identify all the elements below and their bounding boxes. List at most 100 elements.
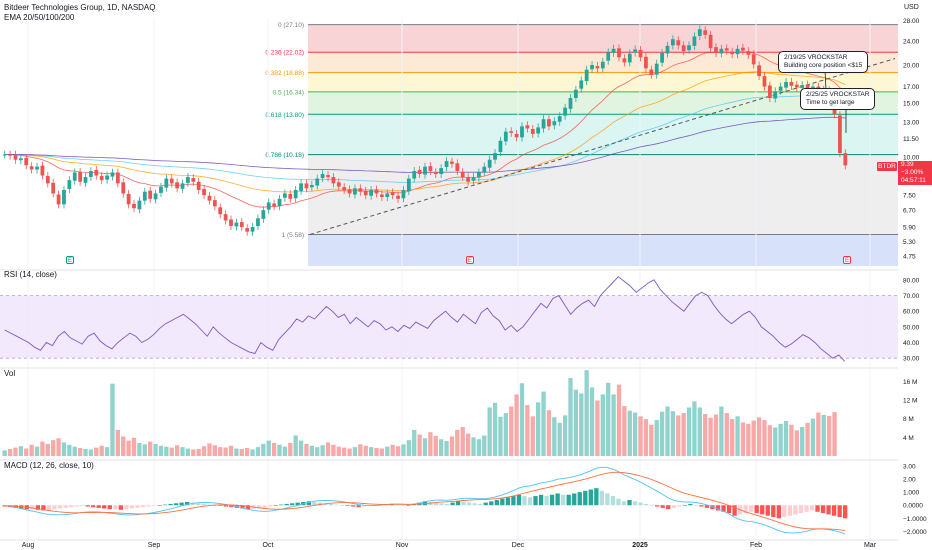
volume-bar (670, 411, 676, 456)
candle (606, 52, 611, 61)
macd-pane: 3.00 2.00 1.000 0.0000 −1.0000 −2.0000 (2, 463, 927, 536)
macd-histogram-bar (461, 501, 466, 506)
macd-histogram-bar (688, 503, 693, 506)
volume-bar (455, 429, 460, 456)
macd-histogram-bar (439, 503, 444, 506)
volume-bar (239, 449, 244, 456)
volume-bar (665, 406, 670, 456)
candle (784, 81, 788, 88)
price-tick-label: 4.75 (903, 253, 916, 260)
macd-histogram-bar (113, 505, 118, 510)
candle (773, 91, 778, 99)
macd-histogram-bar (74, 505, 79, 507)
earnings-marker[interactable]: E (466, 256, 474, 264)
candle (687, 45, 691, 51)
candle (2, 154, 7, 156)
candle (487, 159, 492, 168)
time-axis: Aug Sep Oct Nov Dec 2025 Feb Mar (22, 542, 877, 549)
volume-bar (115, 429, 121, 456)
volume-bar (358, 444, 363, 456)
macd-line (4, 466, 846, 535)
candle (838, 115, 842, 154)
macd-histogram-bar (843, 505, 848, 519)
fib-band (308, 91, 898, 115)
volume-bar (56, 438, 61, 456)
price-tick-label: 28.00 (903, 18, 920, 25)
candle (218, 207, 223, 215)
earnings-marker[interactable]: E (843, 256, 851, 264)
volume-bar (61, 442, 67, 456)
candle (767, 85, 772, 98)
candle (568, 97, 573, 109)
macd-histogram-bar (267, 505, 273, 507)
annotation-1-line1: 2/19/25 VROCKSTAR (784, 54, 848, 61)
macd-histogram-bar (356, 505, 361, 508)
candle (175, 182, 180, 189)
candle (304, 183, 309, 189)
macd-histogram-bar (140, 505, 146, 508)
fib-band (308, 154, 898, 235)
candle (202, 188, 206, 196)
candle (256, 218, 260, 227)
volume-bar (552, 417, 557, 456)
volume-bar (309, 445, 314, 456)
volume-bar (352, 447, 358, 456)
candle (514, 133, 519, 138)
volume-bar (174, 445, 180, 456)
candle (288, 193, 293, 199)
fib-band (308, 24, 898, 53)
candle (234, 222, 239, 227)
candle (132, 203, 136, 209)
volume-bar (137, 442, 142, 456)
candle (401, 190, 406, 199)
candle (476, 172, 481, 178)
volume-bar (379, 448, 385, 456)
macd-histogram-bar (52, 505, 57, 510)
volume-bar (713, 414, 719, 456)
macd-histogram-bar (704, 505, 710, 508)
candle (417, 169, 422, 174)
volume-bar (201, 446, 207, 456)
candle (633, 49, 638, 53)
volume-bar (735, 416, 740, 456)
volume-bar (659, 411, 665, 456)
volume-bar (255, 447, 261, 456)
volume-bar (94, 447, 99, 456)
macd-histogram-bar (312, 501, 317, 506)
volume-bar (347, 448, 352, 456)
macd-histogram-bar (660, 505, 665, 508)
macd-histogram-bar (599, 490, 605, 506)
volume-bar (503, 413, 508, 456)
macd-histogram-bar (826, 505, 831, 515)
candle (137, 200, 142, 210)
volume-bar (595, 400, 600, 456)
candle (142, 191, 147, 201)
earnings-marker[interactable]: E (66, 256, 74, 264)
volume-bar (433, 435, 438, 456)
candle (741, 47, 745, 51)
volume-bar (773, 427, 778, 456)
volume-bar (756, 417, 762, 456)
macd-histogram-bar (295, 502, 300, 506)
volume-bar (331, 444, 336, 456)
macd-histogram-bar (218, 505, 223, 506)
volume-bar (131, 437, 137, 456)
volume-bar (783, 421, 789, 456)
volume-bar (616, 384, 622, 456)
candle (541, 119, 546, 129)
macd-histogram-bar (361, 505, 367, 507)
macd-histogram-bar (190, 502, 195, 506)
volume-bar (562, 415, 568, 456)
volume-bar (789, 424, 794, 456)
macd-histogram-bar (500, 498, 505, 506)
macd-histogram-bar (406, 505, 411, 506)
rsi-tick-label: 30.00 (903, 356, 920, 363)
macd-histogram-bar (102, 505, 107, 509)
volume-tick-label: 8 M (903, 416, 914, 423)
candle (611, 48, 616, 53)
candle (547, 119, 551, 127)
macd-histogram-bar (489, 501, 494, 506)
volume-bar (546, 410, 552, 456)
candle (8, 154, 12, 156)
macd-histogram-bar (345, 505, 350, 506)
